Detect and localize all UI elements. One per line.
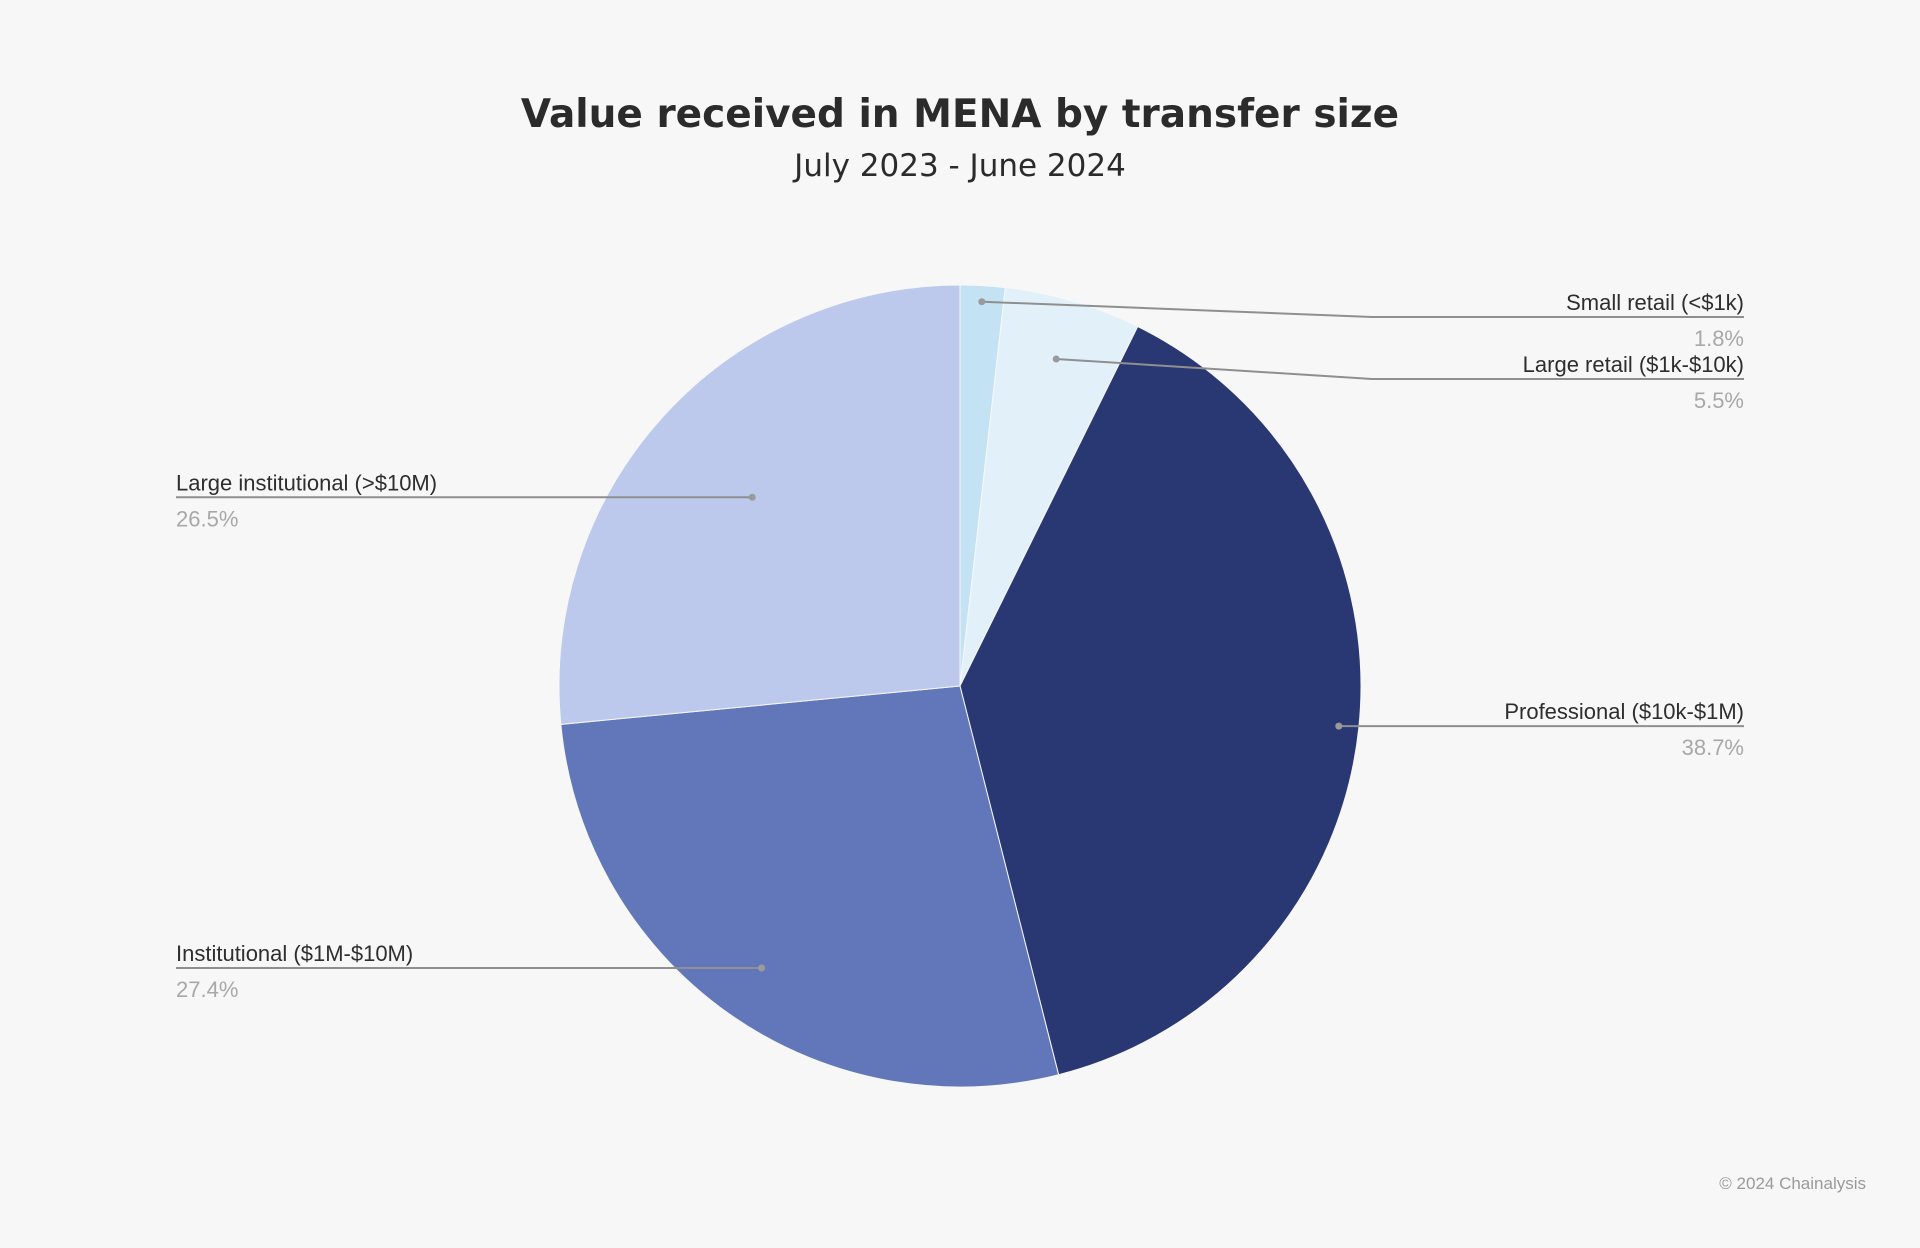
- slice-value-large-retail-1k-10k: 5.5%: [1694, 388, 1744, 413]
- leader-dot-professional-10k-1m: [1335, 722, 1343, 730]
- slice-label-large-institutional-10m: Large institutional (>$10M): [176, 470, 437, 495]
- leader-line-small-retail-1k: [981, 300, 1744, 318]
- slice-label-professional-10k-1m: Professional ($10k-$1M): [1504, 699, 1744, 724]
- slice-label-small-retail-1k: Small retail (<$1k): [1566, 290, 1744, 315]
- pie-slices: [558, 284, 1362, 1088]
- slice-value-professional-10k-1m: 38.7%: [1682, 735, 1744, 760]
- slice-label-large-retail-1k-10k: Large retail ($1k-$10k): [1523, 352, 1744, 377]
- leader-dot-small-retail-1k: [978, 298, 986, 306]
- pie-slice-large-retail-1k-10k: [959, 287, 1139, 687]
- chart-subtitle: July 2023 - June 2024: [794, 148, 1126, 184]
- pie-slice-large-institutional-10m: [558, 284, 961, 725]
- slice-label-institutional-1m-10m: Institutional ($1M-$10M): [176, 941, 413, 966]
- chart-title: Value received in MENA by transfer size: [520, 92, 1400, 137]
- slice-value-small-retail-1k: 1.8%: [1694, 326, 1744, 351]
- copyright-text: © 2024 Chainalysis: [1719, 1174, 1866, 1193]
- leader-dot-large-retail-1k-10k: [1052, 355, 1060, 363]
- leader-dot-large-institutional-10m: [748, 493, 756, 501]
- pie-slice-professional-10k-1m: [959, 325, 1362, 1076]
- leader-line-large-retail-1k-10k: [1056, 358, 1744, 380]
- pie-slice-institutional-1m-10m: [560, 685, 1060, 1088]
- slice-value-institutional-1m-10m: 27.4%: [176, 977, 238, 1002]
- slice-value-large-institutional-10m: 26.5%: [176, 506, 238, 531]
- pie-labels: Small retail (<$1k) 1.8%Large retail ($1k…: [176, 290, 1744, 1002]
- leader-dot-institutional-1m-10m: [758, 964, 765, 972]
